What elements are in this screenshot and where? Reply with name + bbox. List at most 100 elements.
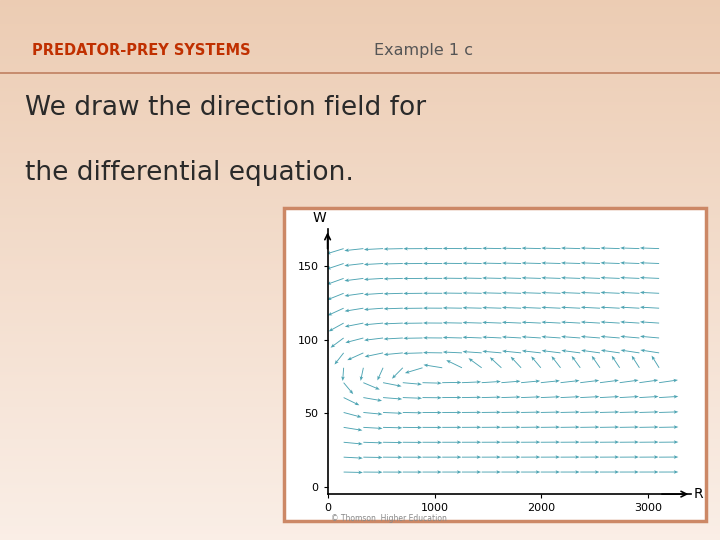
Bar <box>0 467 720 470</box>
Bar <box>0 192 720 194</box>
Bar <box>0 173 720 176</box>
Bar <box>0 397 720 400</box>
Bar <box>0 84 720 86</box>
Bar <box>0 70 720 73</box>
Bar <box>0 464 720 467</box>
Bar <box>0 32 720 35</box>
Bar <box>0 178 720 181</box>
Bar <box>0 281 720 284</box>
Bar <box>0 5 720 8</box>
Bar <box>0 335 720 338</box>
Bar <box>0 232 720 235</box>
Bar <box>0 486 720 489</box>
Bar <box>0 500 720 502</box>
Bar <box>0 159 720 162</box>
Bar <box>0 440 720 443</box>
Bar <box>0 278 720 281</box>
Bar <box>0 462 720 464</box>
Bar <box>0 256 720 259</box>
Bar <box>0 400 720 402</box>
Bar <box>0 54 720 57</box>
Text: © Thomson  Higher Education: © Thomson Higher Education <box>331 514 447 523</box>
Bar <box>0 359 720 362</box>
Bar <box>0 364 720 367</box>
Bar <box>0 157 720 159</box>
Bar <box>0 108 720 111</box>
Bar <box>0 40 720 43</box>
Bar <box>0 386 720 389</box>
Bar <box>0 292 720 294</box>
Bar <box>0 429 720 432</box>
Bar <box>0 526 720 529</box>
Bar <box>0 416 720 418</box>
Bar <box>0 208 720 211</box>
Bar <box>0 78 720 81</box>
Bar <box>0 143 720 146</box>
Bar <box>0 410 720 413</box>
Bar <box>0 251 720 254</box>
Bar <box>0 405 720 408</box>
Bar <box>0 408 720 410</box>
Bar <box>0 370 720 373</box>
Bar <box>0 316 720 319</box>
Bar <box>0 213 720 216</box>
Bar <box>0 259 720 262</box>
Bar <box>0 505 720 508</box>
Bar <box>0 116 720 119</box>
Bar <box>0 273 720 275</box>
Bar <box>0 418 720 421</box>
Bar <box>0 516 720 518</box>
Bar <box>0 483 720 486</box>
Bar <box>0 427 720 429</box>
Bar <box>0 200 720 202</box>
Bar <box>0 57 720 59</box>
Bar <box>0 308 720 310</box>
Bar <box>0 521 720 524</box>
Bar <box>0 324 720 327</box>
Bar <box>0 343 720 346</box>
Bar <box>0 494 720 497</box>
Bar <box>0 270 720 273</box>
Bar <box>0 3 720 5</box>
Bar <box>0 59 720 62</box>
Bar <box>0 65 720 68</box>
Bar <box>0 297 720 300</box>
Bar <box>0 22 720 24</box>
Bar <box>0 513 720 516</box>
Bar <box>0 181 720 184</box>
Bar <box>0 135 720 138</box>
Bar <box>0 489 720 491</box>
Bar <box>0 151 720 154</box>
Bar <box>0 124 720 127</box>
Bar <box>0 11 720 14</box>
Bar <box>0 224 720 227</box>
Text: Example 1 c: Example 1 c <box>374 43 474 58</box>
Bar <box>0 497 720 500</box>
Bar <box>0 470 720 472</box>
Bar <box>0 68 720 70</box>
Bar <box>0 502 720 505</box>
Bar <box>0 248 720 251</box>
Bar <box>0 46 720 49</box>
Bar <box>0 165 720 167</box>
Bar <box>0 81 720 84</box>
Bar <box>0 62 720 65</box>
Bar <box>0 103 720 105</box>
Bar <box>0 27 720 30</box>
Bar <box>0 132 720 135</box>
Text: We draw the direction field for: We draw the direction field for <box>25 95 426 121</box>
Bar <box>0 446 720 448</box>
Bar <box>0 475 720 478</box>
Bar <box>0 338 720 340</box>
Bar <box>0 478 720 481</box>
Bar <box>0 38 720 40</box>
Bar <box>0 140 720 143</box>
Bar <box>0 340 720 343</box>
Bar <box>0 435 720 437</box>
Bar <box>0 367 720 370</box>
Bar <box>0 354 720 356</box>
Bar <box>0 535 720 537</box>
Bar <box>0 437 720 440</box>
Bar <box>0 148 720 151</box>
Bar <box>0 0 720 3</box>
